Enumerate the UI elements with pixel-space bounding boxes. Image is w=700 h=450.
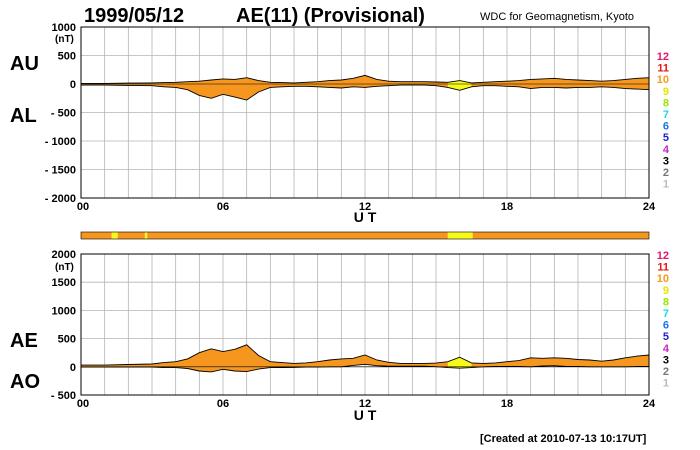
x-tick-label: 18: [501, 398, 513, 410]
station-bar-segment: [147, 232, 448, 239]
legend-item: 8: [663, 296, 669, 308]
series-au-line: [81, 74, 650, 84]
al-label: AL: [10, 105, 37, 127]
legend-item: 7: [663, 308, 669, 320]
panel-au-al-xlabel: U T: [354, 209, 377, 225]
legend-item: 9: [663, 285, 669, 297]
station-bar-segment: [144, 232, 148, 239]
legend-item: 11: [657, 63, 669, 75]
panel-ae-ao-marks: [81, 344, 650, 373]
legend-item: 2: [663, 167, 669, 179]
y-tick-label: 1000: [52, 22, 76, 34]
x-tick-label: 06: [217, 398, 229, 410]
y-tick-label: 1500: [52, 277, 76, 289]
y-tick-label: - 500: [51, 390, 76, 402]
panel-ae-ao-frame: [80, 253, 650, 396]
x-tick-label: 18: [501, 201, 513, 213]
y-tick-label: - 1000: [45, 136, 76, 148]
panel-au-al-marks: [81, 74, 650, 101]
x-tick-label: 12: [359, 201, 371, 213]
y-tick-label: - 2000: [45, 193, 76, 205]
y-tick-label: 1000: [52, 305, 76, 317]
station-bar-segment: [81, 232, 112, 239]
legend-item: 4: [663, 343, 670, 355]
legend-item: 10: [657, 74, 669, 86]
legend-item: 6: [663, 121, 669, 133]
legend-item: 6: [663, 320, 669, 332]
series-ao-line: [81, 363, 649, 373]
series-ae-ao-highlight: [447, 357, 472, 369]
legend-item: 4: [663, 144, 670, 156]
y-tick-label: - 500: [51, 108, 76, 120]
index-title: AE(11) (Provisional): [236, 5, 425, 27]
y-tick-label: 0: [70, 362, 76, 374]
panel-au-al-unit: (nT): [55, 34, 74, 45]
created-timestamp: [Created at 2010-07-13 10:17UT]: [480, 433, 647, 445]
source-label: WDC for Geomagnetism, Kyoto: [480, 11, 634, 23]
legend-item: 12: [657, 51, 669, 63]
panel-au-al-x-ticks: 00 06 12 18 24: [77, 201, 656, 213]
panel-ae-ao-unit: (nT): [55, 262, 74, 273]
panel-ae-ao-xlabel: U T: [354, 407, 377, 423]
y-tick-label: 0: [70, 79, 76, 91]
legend-item: 3: [663, 155, 669, 167]
series-ae-line: [81, 344, 650, 366]
date-title: 1999/05/12: [84, 5, 184, 27]
panel-au-al-grid: [81, 26, 649, 199]
panel-ae-ao-x-ticks: 00 06 12 18 24: [77, 398, 656, 410]
series-ae-ao-area: [81, 344, 649, 372]
station-bar-segment: [472, 232, 649, 239]
legend-item: 1: [663, 378, 669, 390]
legend-item: 10: [657, 273, 669, 285]
x-tick-label: 24: [643, 398, 656, 410]
panel-au-al-y-ticks: 1000 500 0 - 500 - 1000 - 1500 - 2000: [45, 22, 76, 205]
legend-item: 3: [663, 354, 669, 366]
station-coverage-bar: [80, 231, 650, 240]
panel-ae-ao-grid: [81, 253, 649, 396]
x-tick-label: 00: [77, 201, 89, 213]
au-label: AU: [10, 53, 39, 75]
y-tick-label: - 1500: [45, 165, 76, 177]
panel-ae-ao-y-ticks: 2000 1500 1000 500 0 - 500: [51, 249, 76, 402]
y-tick-label: 2000: [52, 249, 76, 261]
legend-item: 12: [657, 250, 669, 262]
legend-item: 7: [663, 109, 669, 121]
legend-item: 11: [657, 262, 669, 274]
legend-item: 1: [663, 179, 669, 191]
station-bar-frame: [80, 231, 650, 240]
series-al-line: [81, 84, 650, 101]
panel-au-al-frame: [80, 26, 650, 199]
series-au-al-highlight: [447, 80, 472, 91]
station-bar-segment: [111, 232, 118, 239]
ao-label: AO: [10, 371, 40, 393]
station-bar-segment: [117, 232, 145, 239]
y-tick-label: 500: [58, 334, 76, 346]
legend-item: 2: [663, 366, 669, 378]
ae-label: AE: [10, 330, 38, 352]
legend-item: 8: [663, 97, 669, 109]
x-tick-label: 12: [359, 398, 371, 410]
x-tick-label: 00: [77, 398, 89, 410]
x-tick-label: 24: [643, 201, 656, 213]
legend-item: 5: [663, 331, 669, 343]
y-tick-label: 500: [58, 51, 76, 63]
legend-item: 9: [663, 86, 669, 98]
x-tick-label: 06: [217, 201, 229, 213]
legend-item: 5: [663, 132, 669, 144]
station-bar-segment: [447, 232, 473, 239]
